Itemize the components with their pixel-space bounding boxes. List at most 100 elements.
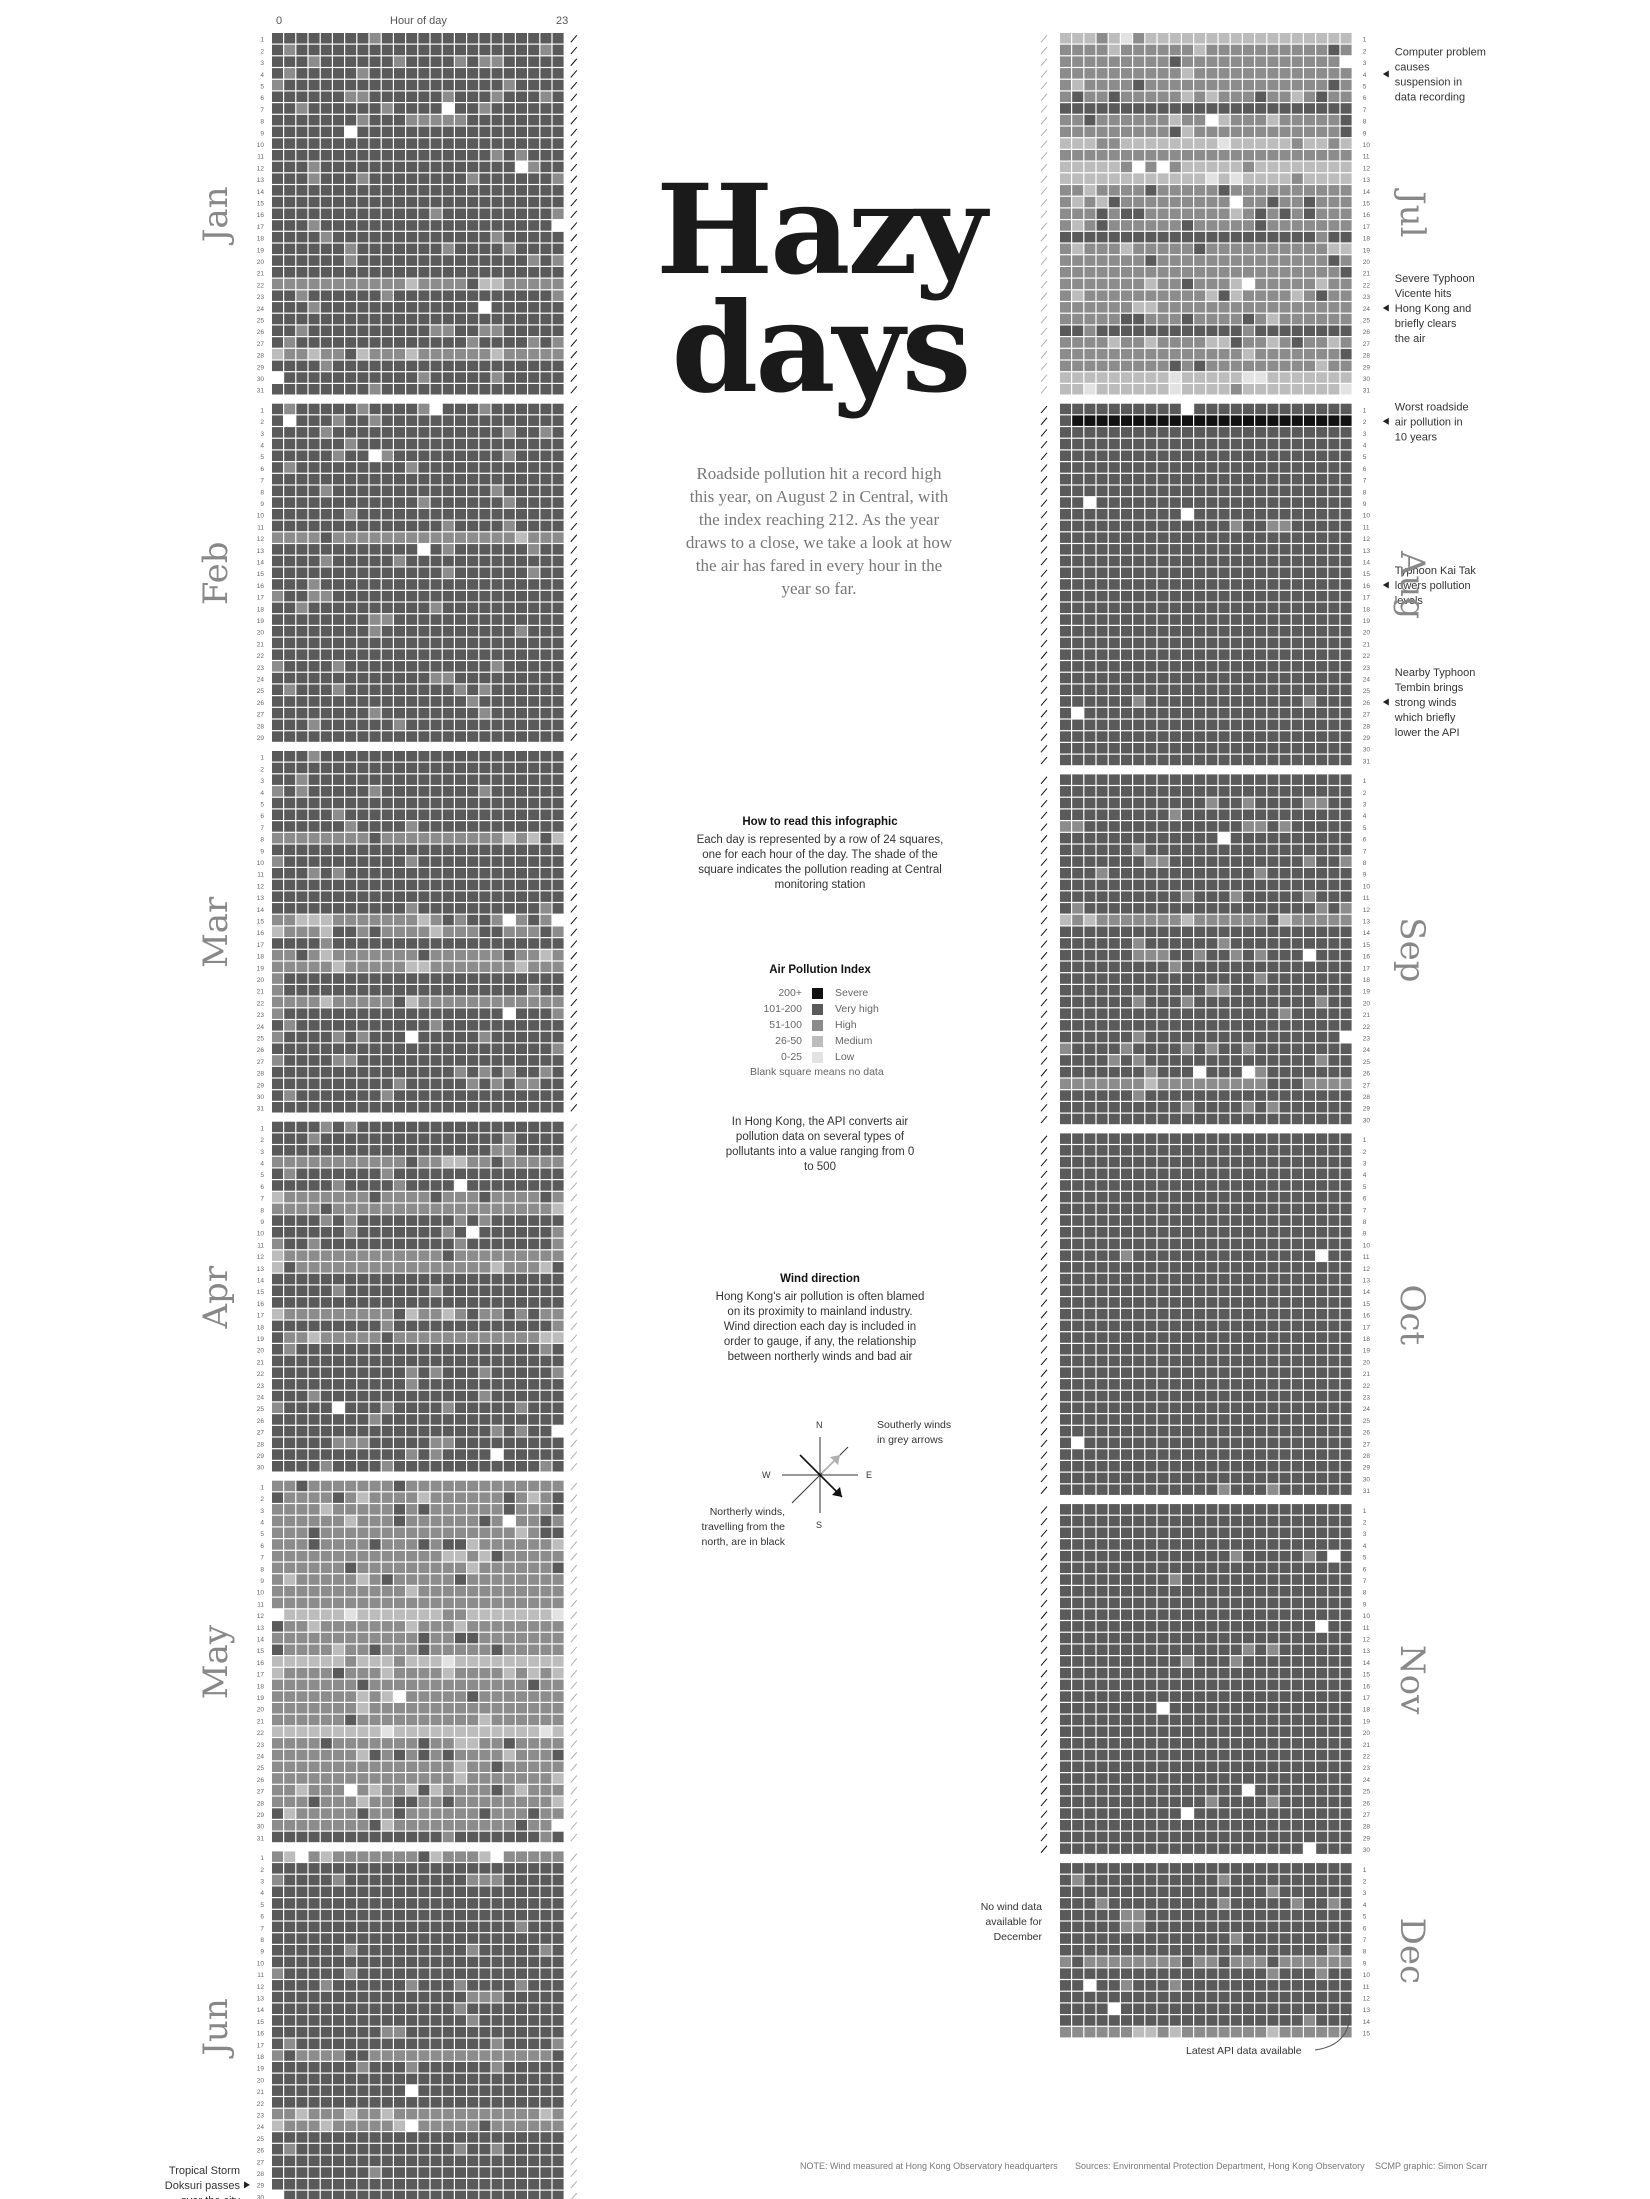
hour-cell <box>552 1621 564 1632</box>
hour-cell <box>296 2167 308 2178</box>
day-label: 16 <box>257 583 265 590</box>
hour-cell <box>552 1909 564 1921</box>
hour-cell <box>284 231 296 243</box>
day-label: 15 <box>257 1648 265 1655</box>
day-label: 18 <box>257 954 265 961</box>
hour-cell <box>467 961 479 973</box>
hour-cell <box>345 985 357 996</box>
hour-cell <box>418 1863 430 1874</box>
hour-cell <box>467 473 479 485</box>
hour-cell <box>467 1078 479 1090</box>
hour-cell <box>406 103 418 114</box>
hour-cell <box>491 1808 503 1819</box>
hour-cell <box>528 103 540 114</box>
hour-cell <box>284 473 296 485</box>
hour-cell <box>503 267 515 278</box>
hour-cell <box>552 485 564 497</box>
hour-cell <box>455 926 466 937</box>
hour-cell <box>503 473 515 485</box>
hour-cell <box>430 786 442 797</box>
hour-cell <box>503 1909 515 1921</box>
hour-cell <box>1304 126 1315 138</box>
hour-cell <box>467 1874 479 1886</box>
hour-cell <box>455 961 466 973</box>
hour-cell <box>552 2073 564 2085</box>
hour-cell <box>1279 79 1291 91</box>
hour-cell <box>1169 33 1181 44</box>
hour-cell <box>369 879 381 891</box>
hour-cell <box>406 809 418 820</box>
hour-cell <box>320 1078 332 1090</box>
hour-cell <box>430 473 442 485</box>
hour-cell <box>296 462 308 473</box>
hour-cell <box>308 786 320 797</box>
hour-cell <box>381 1667 393 1679</box>
hour-cell <box>540 1449 552 1460</box>
hour-cell <box>320 509 332 520</box>
hour-cell <box>296 1402 308 1413</box>
hour-cell <box>528 1886 540 1897</box>
hour-cell <box>333 985 344 996</box>
hour-cell <box>479 1203 491 1215</box>
hour-cell <box>369 1609 381 1620</box>
hour-cell <box>320 1820 332 1831</box>
hour-cell <box>467 1968 479 1979</box>
hour-cell <box>284 267 296 278</box>
hour-cell <box>406 1156 418 1168</box>
hour-cell <box>320 1203 332 1215</box>
hour-cell <box>296 774 308 785</box>
wind-arrow <box>570 963 578 972</box>
hour-cell <box>455 1749 466 1761</box>
hour-cell <box>516 255 527 266</box>
hour-cell <box>308 719 320 731</box>
hour-cell <box>333 1574 344 1585</box>
hour-cell <box>503 879 515 891</box>
hour-cell <box>528 1008 540 1019</box>
hour-cell <box>418 1492 430 1503</box>
hour-cell <box>552 1332 564 1343</box>
hour-cell <box>394 1574 405 1585</box>
hour-cell <box>503 707 515 719</box>
hour-cell <box>418 672 430 684</box>
hour-cell <box>442 661 454 672</box>
hour-cell <box>333 797 344 809</box>
hour-cell <box>552 1597 564 1609</box>
hour-cell <box>467 1784 479 1796</box>
hour-cell <box>394 161 405 173</box>
hour-cell <box>345 762 357 774</box>
hour-cell <box>333 868 344 879</box>
hour-cell <box>1072 79 1084 91</box>
hour-cell <box>540 1586 552 1597</box>
hour-cell <box>418 602 430 614</box>
hour-cell <box>320 1504 332 1515</box>
hour-cell <box>467 532 479 543</box>
hour-cell <box>467 485 479 497</box>
hour-cell <box>272 1863 283 1874</box>
hour-cell <box>406 1262 418 1273</box>
hour-cell <box>467 1738 479 1749</box>
hour-cell <box>1218 91 1230 102</box>
hour-cell <box>296 91 308 102</box>
hour-cell <box>491 1679 503 1691</box>
hour-cell <box>333 267 344 278</box>
hour-cell <box>552 79 564 91</box>
hour-cell <box>540 2038 552 2050</box>
hour-cell <box>284 1367 296 1378</box>
hour-cell <box>272 532 283 543</box>
hour-cell <box>552 220 564 231</box>
hour-cell <box>540 1632 552 1644</box>
wind-arrow <box>570 1299 578 1307</box>
hour-cell <box>455 2120 466 2131</box>
hour-cell <box>552 1644 564 1655</box>
hour-cell <box>491 1991 503 2003</box>
hour-cell <box>320 637 332 649</box>
hour-cell <box>1084 138 1096 149</box>
hour-cell <box>406 415 418 426</box>
hour-cell <box>1072 126 1084 138</box>
hour-cell <box>503 809 515 820</box>
hour-cell <box>320 2050 332 2061</box>
hour-cell <box>479 497 491 508</box>
hour-cell <box>272 1761 283 1772</box>
hour-cell <box>381 290 393 301</box>
hour-cell <box>467 2003 479 2014</box>
